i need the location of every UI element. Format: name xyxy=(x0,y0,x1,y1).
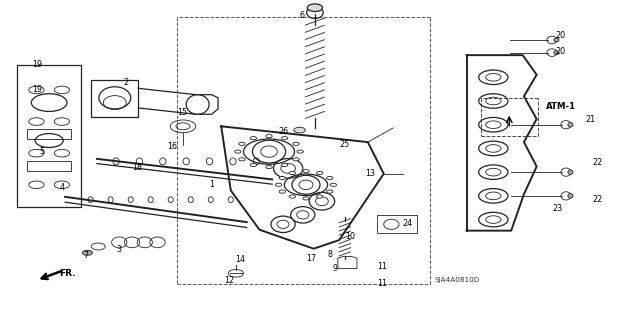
Circle shape xyxy=(275,183,282,186)
Circle shape xyxy=(303,197,309,200)
Circle shape xyxy=(266,166,272,169)
Bar xyxy=(378,215,417,233)
Text: 19: 19 xyxy=(32,60,42,69)
Text: 6: 6 xyxy=(300,11,305,20)
Circle shape xyxy=(326,176,333,180)
Circle shape xyxy=(250,163,257,167)
Circle shape xyxy=(235,150,241,153)
Circle shape xyxy=(293,142,300,145)
Ellipse shape xyxy=(554,38,559,42)
Bar xyxy=(17,65,81,207)
Text: 21: 21 xyxy=(586,115,596,124)
Circle shape xyxy=(307,4,323,11)
Ellipse shape xyxy=(568,122,573,127)
Text: 17: 17 xyxy=(307,254,317,263)
Text: 25: 25 xyxy=(339,140,349,149)
Circle shape xyxy=(303,170,309,173)
Text: 1: 1 xyxy=(209,180,214,189)
Circle shape xyxy=(294,127,305,133)
Text: 26: 26 xyxy=(278,127,289,136)
Circle shape xyxy=(239,158,245,161)
Text: 16: 16 xyxy=(167,142,177,151)
Text: 20: 20 xyxy=(556,31,566,40)
Text: 3: 3 xyxy=(116,245,122,254)
Circle shape xyxy=(317,171,323,174)
Text: SJA4A0810D: SJA4A0810D xyxy=(435,277,480,283)
Text: 9: 9 xyxy=(332,264,337,273)
Circle shape xyxy=(289,171,296,174)
Bar xyxy=(91,80,138,117)
Text: 11: 11 xyxy=(378,262,387,271)
Text: 18: 18 xyxy=(132,163,142,172)
Circle shape xyxy=(282,137,288,140)
Circle shape xyxy=(83,250,93,255)
Text: 22: 22 xyxy=(592,195,602,204)
Text: ATM-1: ATM-1 xyxy=(546,102,577,111)
Circle shape xyxy=(266,135,272,138)
Text: 23: 23 xyxy=(552,204,562,213)
Circle shape xyxy=(239,142,245,145)
Text: 19: 19 xyxy=(32,85,42,94)
Circle shape xyxy=(297,150,303,153)
Circle shape xyxy=(326,190,333,193)
Text: 24: 24 xyxy=(403,219,413,228)
Text: 7: 7 xyxy=(83,251,88,260)
Text: FR.: FR. xyxy=(59,270,76,278)
Text: 13: 13 xyxy=(365,169,374,178)
Text: 15: 15 xyxy=(177,108,187,116)
Bar xyxy=(27,161,72,171)
Circle shape xyxy=(279,190,285,193)
Text: 20: 20 xyxy=(556,48,566,56)
Text: 10: 10 xyxy=(346,232,356,241)
Circle shape xyxy=(282,163,288,167)
Ellipse shape xyxy=(568,170,573,174)
Text: 22: 22 xyxy=(592,158,602,167)
Text: 8: 8 xyxy=(328,250,333,259)
Circle shape xyxy=(279,176,285,180)
Circle shape xyxy=(330,183,337,186)
Text: 12: 12 xyxy=(225,276,235,285)
Circle shape xyxy=(317,195,323,198)
Bar xyxy=(27,130,72,139)
Circle shape xyxy=(293,158,300,161)
Circle shape xyxy=(289,195,296,198)
Text: 11: 11 xyxy=(378,279,387,288)
Text: 14: 14 xyxy=(236,255,245,263)
Text: 4: 4 xyxy=(60,183,65,192)
Text: 2: 2 xyxy=(123,78,128,86)
Circle shape xyxy=(250,137,257,140)
Ellipse shape xyxy=(568,194,573,198)
Ellipse shape xyxy=(554,51,559,55)
Text: 5: 5 xyxy=(40,147,45,156)
